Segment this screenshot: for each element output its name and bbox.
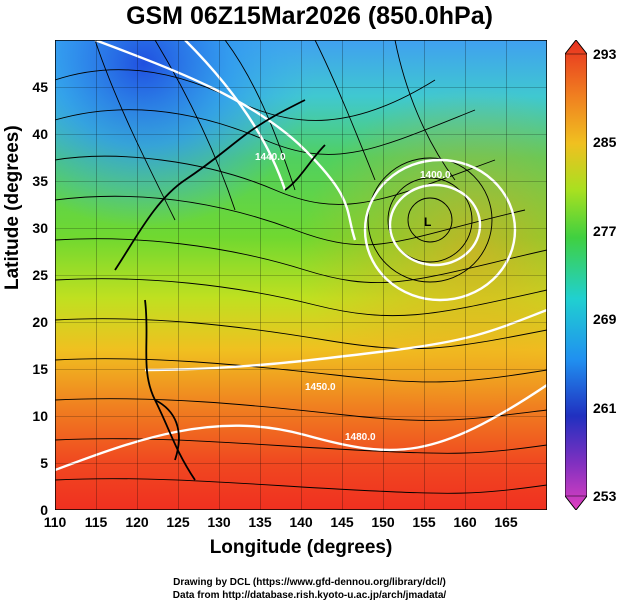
x-axis-title: Longitude (degrees): [209, 537, 393, 558]
x-tick-label: 125: [166, 514, 190, 530]
x-tick-label: 115: [84, 514, 108, 530]
y-tick-label: 10: [32, 408, 48, 424]
contour-label: 1480.0: [345, 432, 376, 443]
colorbar-tick-label: 253: [593, 488, 617, 504]
map-plot: 1440.0 1400.0 1450.0 1480.0 L: [55, 40, 547, 510]
y-tick-label: 45: [32, 79, 48, 95]
x-tick-label: 120: [125, 514, 149, 530]
y-axis-title: Latitude (degrees): [2, 125, 23, 290]
y-tick-label: 5: [40, 455, 48, 471]
y-tick-label: 35: [32, 173, 48, 189]
x-tick-label: 155: [412, 514, 436, 530]
y-tick-label: 40: [32, 126, 48, 142]
x-tick-label: 140: [289, 514, 313, 530]
x-tick-label: 145: [330, 514, 354, 530]
map-canvas: 1440.0 1400.0 1450.0 1480.0 L: [55, 40, 547, 510]
colorbar-tick-label: 277: [593, 222, 617, 239]
colorbar-tick-label: 269: [593, 311, 617, 328]
colorbar-tick-label: 261: [593, 399, 617, 416]
contour-label: 1450.0: [305, 382, 336, 393]
x-axis: 110 115 120 125 130 135 140 145 150 155 160 165: [44, 514, 547, 532]
contour-label: 1400.0: [420, 170, 451, 181]
x-tick-label: 135: [248, 514, 272, 530]
credit-data: Data from http://database.rish.kyoto-u.a…: [172, 590, 447, 601]
x-tick-label: 110: [43, 514, 67, 530]
colorbar: [564, 39, 588, 511]
y-tick-label: 15: [32, 361, 48, 377]
credit-drawing: Drawing by DCL (https://www.gfd-dennou.o…: [173, 577, 446, 588]
x-tick-label: 165: [494, 514, 518, 530]
low-pressure-marker: L: [424, 215, 431, 229]
y-tick-label: 20: [32, 314, 48, 330]
y-tick-label: 30: [32, 220, 48, 236]
map-title: GSM 06Z15Mar2026 (850.0hPa): [126, 2, 493, 30]
colorbar-tick-label: 293: [593, 46, 617, 62]
lat-lon-grid: [55, 40, 547, 510]
y-axis: 0 5 10 15 20 25 30 35 40 45: [0, 40, 52, 518]
x-tick-label: 160: [453, 514, 477, 530]
x-tick-label: 150: [371, 514, 395, 530]
contour-label: 1440.0: [255, 152, 286, 163]
y-tick-label: 25: [32, 267, 48, 283]
x-tick-label: 130: [207, 514, 231, 530]
colorbar-tick-label: 285: [593, 134, 617, 151]
y-tick-label: 0: [40, 502, 48, 518]
